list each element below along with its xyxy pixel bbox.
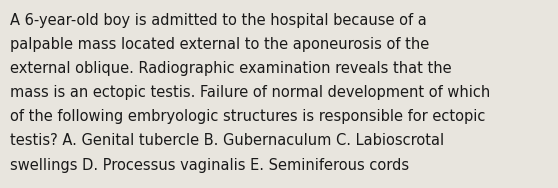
Text: testis? A. Genital tubercle B. Gubernaculum C. Labioscrotal: testis? A. Genital tubercle B. Gubernacu… bbox=[10, 133, 444, 149]
Text: external oblique. Radiographic examination reveals that the: external oblique. Radiographic examinati… bbox=[10, 61, 451, 76]
Text: mass is an ectopic testis. Failure of normal development of which: mass is an ectopic testis. Failure of no… bbox=[10, 85, 490, 100]
Text: swellings D. Processus vaginalis E. Seminiferous cords: swellings D. Processus vaginalis E. Semi… bbox=[10, 158, 409, 173]
Text: A 6-year-old boy is admitted to the hospital because of a: A 6-year-old boy is admitted to the hosp… bbox=[10, 13, 427, 28]
Text: of the following embryologic structures is responsible for ectopic: of the following embryologic structures … bbox=[10, 109, 485, 124]
Text: palpable mass located external to the aponeurosis of the: palpable mass located external to the ap… bbox=[10, 37, 429, 52]
